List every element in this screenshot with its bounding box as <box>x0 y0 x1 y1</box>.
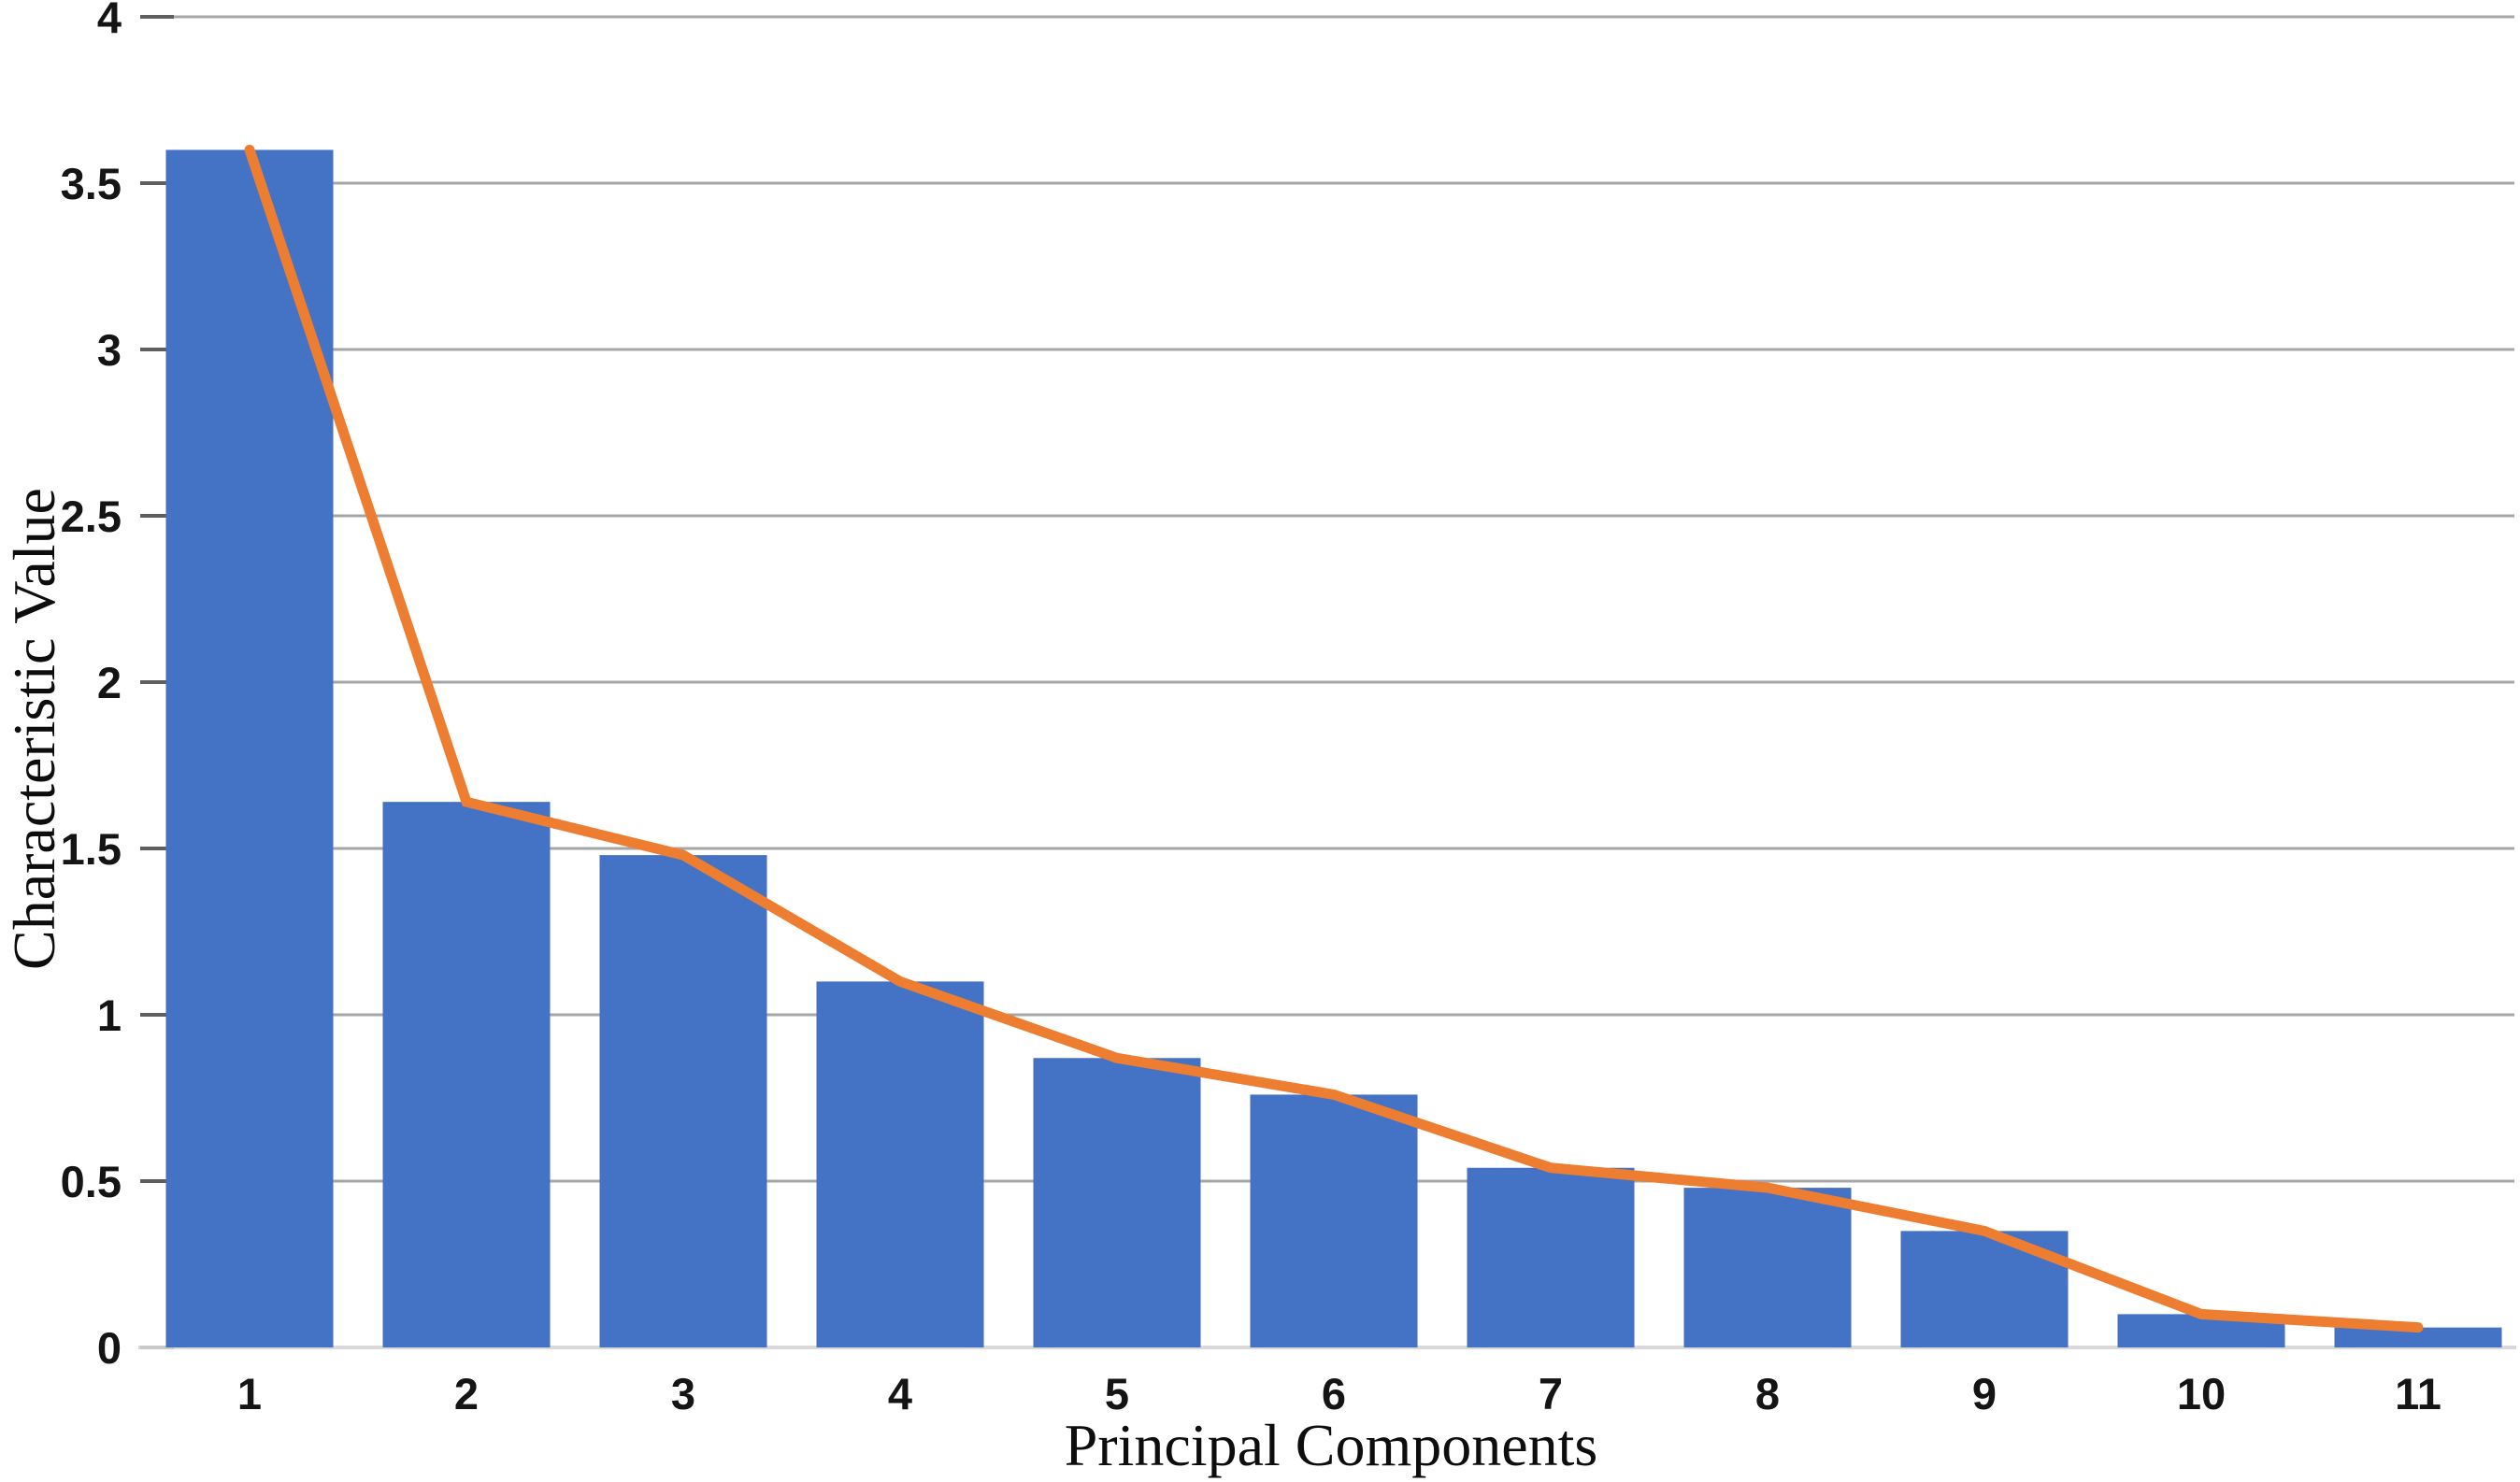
y-tick-label: 3 <box>97 325 122 375</box>
bar-pc11 <box>2334 1327 2502 1347</box>
x-tick-label-9: 9 <box>1972 1369 1997 1418</box>
y-axis-title: Characteristic Value <box>1 488 67 970</box>
y-tick-label: 3.5 <box>61 159 122 208</box>
x-tick-label-10: 10 <box>2177 1369 2226 1418</box>
line-series <box>244 144 2424 1333</box>
bar-pc5 <box>1033 1058 1201 1347</box>
scree-line <box>244 144 2424 1333</box>
y-tick-label: 4 <box>97 0 122 42</box>
y-axis-tick-labels: 0 0.5 1 1.5 2 2.5 3 3.5 4 <box>61 0 122 1373</box>
y-tick-label: 1 <box>97 990 122 1040</box>
bar-pc2 <box>382 802 551 1347</box>
x-tick-label-5: 5 <box>1105 1369 1129 1418</box>
y-tick-label: 2 <box>97 658 122 707</box>
bar-pc8 <box>1683 1188 1852 1347</box>
bar-pc1 <box>165 150 334 1347</box>
bar-pc4 <box>816 981 984 1347</box>
bar-pc3 <box>599 855 767 1347</box>
x-tick-label-11: 11 <box>2395 1369 2441 1418</box>
x-tick-label-4: 4 <box>888 1369 912 1418</box>
x-tick-label-2: 2 <box>454 1369 479 1418</box>
y-tick-label: 2.5 <box>61 492 122 541</box>
x-tick-label-1: 1 <box>237 1369 262 1418</box>
x-axis-title: Principal Components <box>1065 1412 1598 1478</box>
y-tick-label: 0.5 <box>61 1157 122 1206</box>
bar-series <box>165 150 2502 1347</box>
x-tick-label-8: 8 <box>1755 1369 1780 1418</box>
x-tick-label-6: 6 <box>1322 1369 1346 1418</box>
x-tick-label-3: 3 <box>671 1369 695 1418</box>
x-tick-label-7: 7 <box>1539 1369 1563 1418</box>
x-axis-tick-labels: 1 2 3 4 5 6 7 8 9 10 11 <box>237 1369 2441 1418</box>
bar-pc7 <box>1467 1167 1635 1347</box>
bar-pc6 <box>1250 1094 1418 1347</box>
y-tick-label: 0 <box>97 1323 122 1373</box>
y-tick-label: 1.5 <box>61 824 122 874</box>
